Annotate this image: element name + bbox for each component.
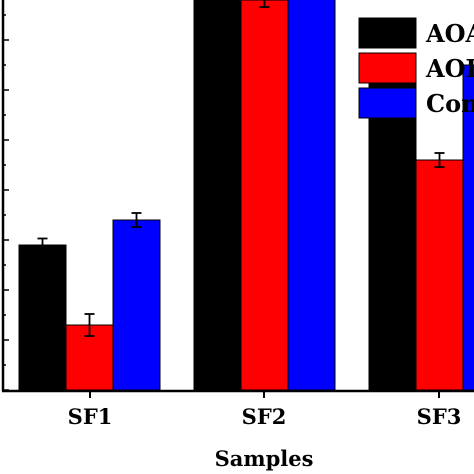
bar-com-sf3 (462, 64, 474, 391)
error-bar-aoa-sf1 (37, 237, 48, 253)
bar-com-sf1 (112, 219, 161, 391)
legend: AOA AOB Com (358, 17, 474, 119)
legend-swatch (358, 17, 417, 49)
error-bar-aob-sf1 (84, 313, 95, 337)
error-bar-aob-sf2 (259, 0, 270, 8)
legend-item-aob: AOB (358, 52, 474, 84)
y-ticks (3, 14, 9, 391)
legend-item-aoa: AOA (358, 17, 474, 49)
x-ticks (89, 390, 440, 398)
legend-label: AOB (425, 54, 474, 83)
x-tick-label: SF3 (417, 404, 462, 429)
axes (1, 0, 474, 393)
bars (18, 0, 474, 391)
legend-swatch (358, 52, 417, 84)
bar-aoa-sf3 (368, 74, 417, 391)
legend-label: Com (426, 89, 474, 118)
legend-swatch (358, 87, 417, 119)
x-tick-label: SF1 (68, 404, 113, 429)
x-tick-label: SF2 (242, 404, 287, 429)
error-bar-com-sf1 (131, 212, 142, 228)
error-bar-aob-sf3 (434, 152, 445, 168)
bar-aob-sf3 (415, 159, 464, 391)
x-axis-title: Samples (215, 446, 314, 471)
bar-com-sf2 (287, 0, 336, 391)
legend-label: AOA (425, 19, 474, 48)
bar-aob-sf2 (240, 0, 289, 391)
bar-aoa-sf2 (193, 0, 242, 391)
bar-aoa-sf1 (18, 244, 67, 391)
x-tick-labels: SF1 SF2 SF3 (68, 404, 462, 429)
legend-item-com: Com (358, 87, 474, 119)
